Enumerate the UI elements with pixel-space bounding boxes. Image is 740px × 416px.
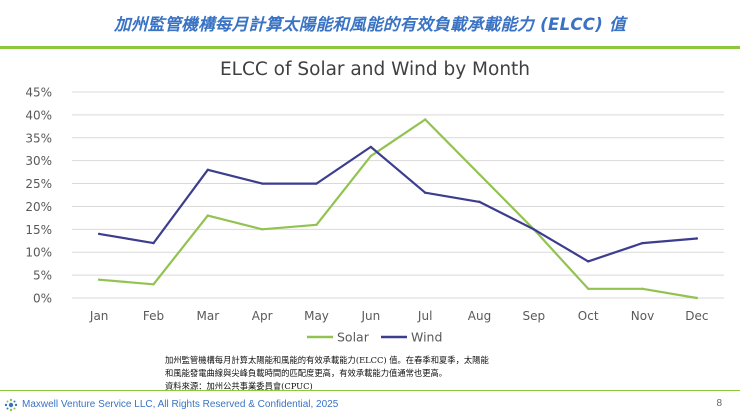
x-tick-label-jul: Jul — [417, 309, 432, 323]
series-line-solar — [98, 118, 698, 300]
data-point-wind — [315, 182, 318, 185]
title-divider — [0, 46, 740, 49]
data-point-solar — [641, 287, 644, 291]
y-tick-label: 30% — [25, 154, 52, 168]
data-point-solar — [423, 118, 427, 121]
x-tick-label-jun: Jun — [360, 309, 380, 323]
company-logo-icon — [4, 398, 18, 412]
series-line-wind — [98, 145, 698, 263]
y-tick-label: 0% — [33, 292, 52, 306]
data-point-solar — [206, 214, 210, 217]
x-tick-label-jan: Jan — [89, 309, 109, 323]
data-point-wind — [586, 260, 590, 263]
legend-label-solar: Solar — [337, 330, 370, 345]
footer-divider — [0, 390, 740, 391]
x-tick-label-aug: Aug — [468, 309, 491, 323]
elcc-line-chart: 0% 5% 10% 15% 20% 25% 30% 35% 40% 45% Jan Feb Mar Ap… — [25, 59, 724, 345]
note-line-2: 和風能發電曲線與尖峰負載時間的匹配度更高，有效承載能力值通常也更高。 — [165, 368, 448, 378]
data-point-wind — [532, 228, 536, 231]
data-point-wind — [423, 191, 427, 194]
data-point-wind — [97, 232, 101, 236]
data-point-wind — [152, 241, 155, 245]
y-tick-label: 10% — [25, 246, 52, 260]
x-tick-label-mar: Mar — [197, 309, 220, 323]
data-point-wind — [641, 241, 644, 245]
data-point-wind — [206, 168, 210, 172]
x-tick-label-may: May — [304, 309, 329, 323]
data-point-wind — [695, 237, 699, 240]
data-point-solar — [586, 287, 590, 291]
y-tick-label: 25% — [25, 177, 52, 191]
data-point-solar — [315, 223, 318, 226]
data-point-solar — [695, 296, 699, 300]
data-point-wind — [478, 200, 481, 204]
data-point-solar — [152, 283, 155, 286]
data-point-wind — [369, 145, 373, 149]
y-tick-label: 20% — [25, 200, 52, 214]
x-tick-label-oct: Oct — [578, 309, 599, 323]
data-point-solar — [369, 154, 373, 158]
legend-label-wind: Wind — [411, 330, 442, 345]
x-tick-label-nov: Nov — [631, 309, 654, 323]
footer-copyright: Maxwell Venture Service LLC, All Rights … — [22, 399, 339, 410]
x-tick-label-feb: Feb — [143, 309, 164, 323]
data-point-solar — [478, 173, 481, 176]
x-tick-label-sep: Sep — [523, 309, 546, 323]
page-number: 8 — [716, 398, 722, 409]
data-point-wind — [260, 182, 264, 185]
data-point-solar — [260, 228, 264, 231]
y-tick-label: 5% — [33, 269, 52, 283]
y-tick-label: 15% — [25, 223, 52, 237]
data-point-solar — [97, 278, 101, 281]
note-line-1: 加州監管機構每月計算太陽能和風能的有效承載能力(ELCC) 值。在春季和夏季，太… — [165, 355, 489, 365]
y-tick-label: 45% — [25, 86, 52, 100]
page-title: 加州監管機構每月計算太陽能和風能的有效負載承載能力 (ELCC) 值 — [114, 15, 626, 34]
note-source: 資料來源：加州公共事業委員會(CPUC) — [165, 381, 313, 391]
chart-note: 加州監管機構每月計算太陽能和風能的有效承載能力(ELCC) 值。在春季和夏季，太… — [165, 354, 625, 393]
y-tick-label: 40% — [25, 108, 52, 122]
x-tick-label-apr: Apr — [252, 309, 273, 323]
chart-title: ELCC of Solar and Wind by Month — [220, 59, 530, 80]
x-tick-label-dec: Dec — [685, 309, 708, 323]
y-tick-label: 35% — [25, 131, 52, 145]
